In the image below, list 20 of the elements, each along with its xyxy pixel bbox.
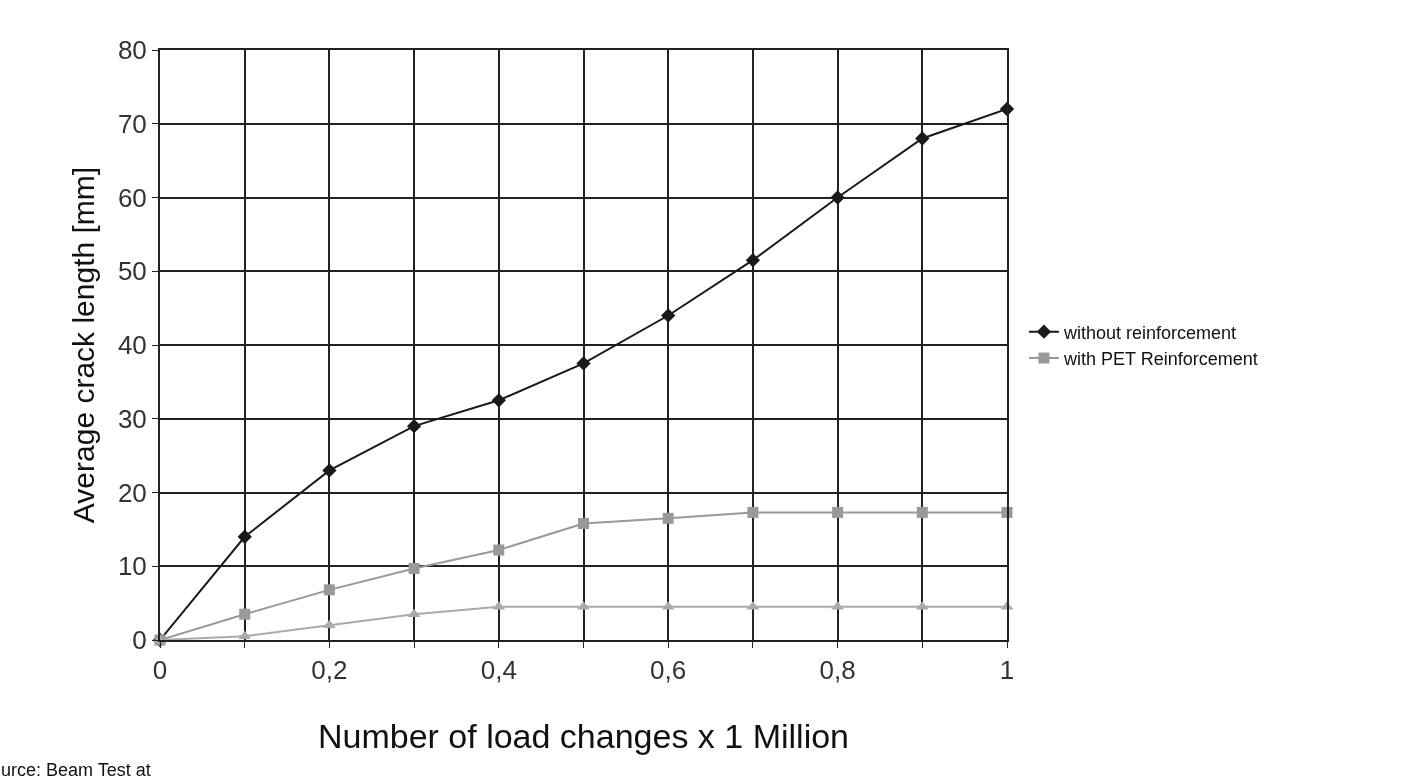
x-tick-label: 0 — [152, 655, 168, 686]
x-tick-label: 0,2 — [311, 655, 348, 686]
y-tick-label: 40 — [117, 330, 147, 361]
legend-label: with PET Reinforcement — [1062, 349, 1258, 370]
y-tick-label: 60 — [117, 182, 147, 213]
y-tick-label: 50 — [117, 256, 147, 287]
y-tick-label: 0 — [132, 625, 147, 656]
x-tick-label: 0,6 — [650, 655, 687, 686]
x-tick-label: 0,8 — [819, 655, 856, 686]
x-tick-label: 1 — [999, 655, 1015, 686]
x-tick-label: 0,4 — [480, 655, 517, 686]
text: urce: Beam Test at — [1, 760, 151, 780]
y-axis-title: Average crack length [mm] — [67, 166, 101, 524]
y-tick-label: 20 — [117, 477, 147, 508]
x-axis-title: Number of load changes x 1 Million — [317, 717, 850, 755]
legend-label: without reinforcement — [1062, 322, 1237, 343]
y-tick-label: 10 — [117, 551, 147, 582]
y-tick-label: 80 — [117, 35, 147, 66]
y-tick-label: 70 — [117, 108, 147, 139]
y-tick-label: 30 — [117, 403, 147, 434]
